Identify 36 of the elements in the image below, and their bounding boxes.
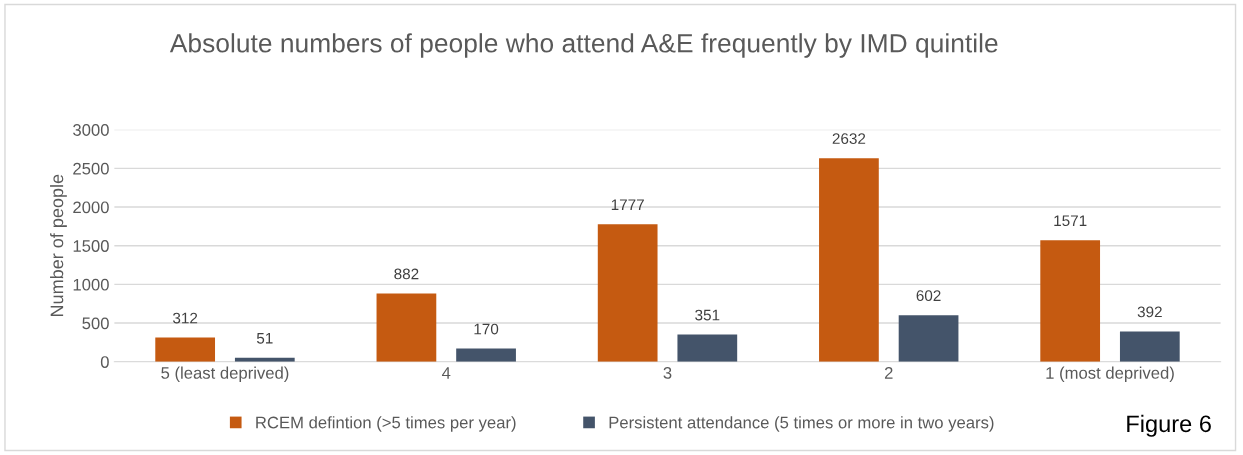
legend-label: Persistent attendance (5 times or more in two years)	[609, 416, 994, 432]
data-label: 1571	[1054, 215, 1087, 227]
x-tick-label: 2	[884, 367, 893, 379]
y-tick-label: 500	[82, 317, 109, 330]
y-tick-label: 3000	[73, 124, 109, 136]
y-tick-label: 2500	[73, 162, 109, 175]
data-label: 882	[394, 268, 419, 280]
data-label: 1777	[611, 199, 644, 210]
bar	[597, 224, 658, 362]
y-tick-label: 0	[100, 356, 109, 368]
legend-label: RCEM defintion (>5 times per year)	[256, 416, 516, 432]
caption: Figure 6	[1127, 414, 1211, 437]
data-label: 351	[695, 309, 720, 321]
data-label: 51	[256, 332, 273, 344]
bar	[155, 337, 216, 362]
bar	[819, 158, 879, 362]
y-tick-label: 1500	[73, 240, 109, 252]
data-label: 2632	[832, 133, 866, 145]
x-tick-label: 3	[663, 367, 672, 379]
bar	[456, 348, 516, 362]
chart-title: Absolute numbers of people who attend A&E frequently by IMD quintile	[169, 33, 998, 58]
data-label: 602	[916, 290, 941, 302]
bar	[376, 293, 437, 362]
y-tick-label: 2000	[73, 201, 109, 214]
data-label: 392	[1137, 306, 1162, 318]
x-tick-label: 1 (most deprived)	[1046, 366, 1174, 383]
x-tick-label: 5 (least deprived)	[161, 366, 289, 383]
bar	[677, 334, 738, 362]
data-label: 170	[474, 323, 499, 335]
bar	[898, 315, 959, 362]
bar	[1119, 331, 1180, 362]
y-axis-title: Number of people	[50, 174, 67, 316]
y-tick-label: 1000	[73, 278, 109, 291]
data-label: 312	[173, 312, 198, 324]
bar	[1040, 240, 1101, 362]
x-tick-label: 4	[441, 367, 451, 379]
